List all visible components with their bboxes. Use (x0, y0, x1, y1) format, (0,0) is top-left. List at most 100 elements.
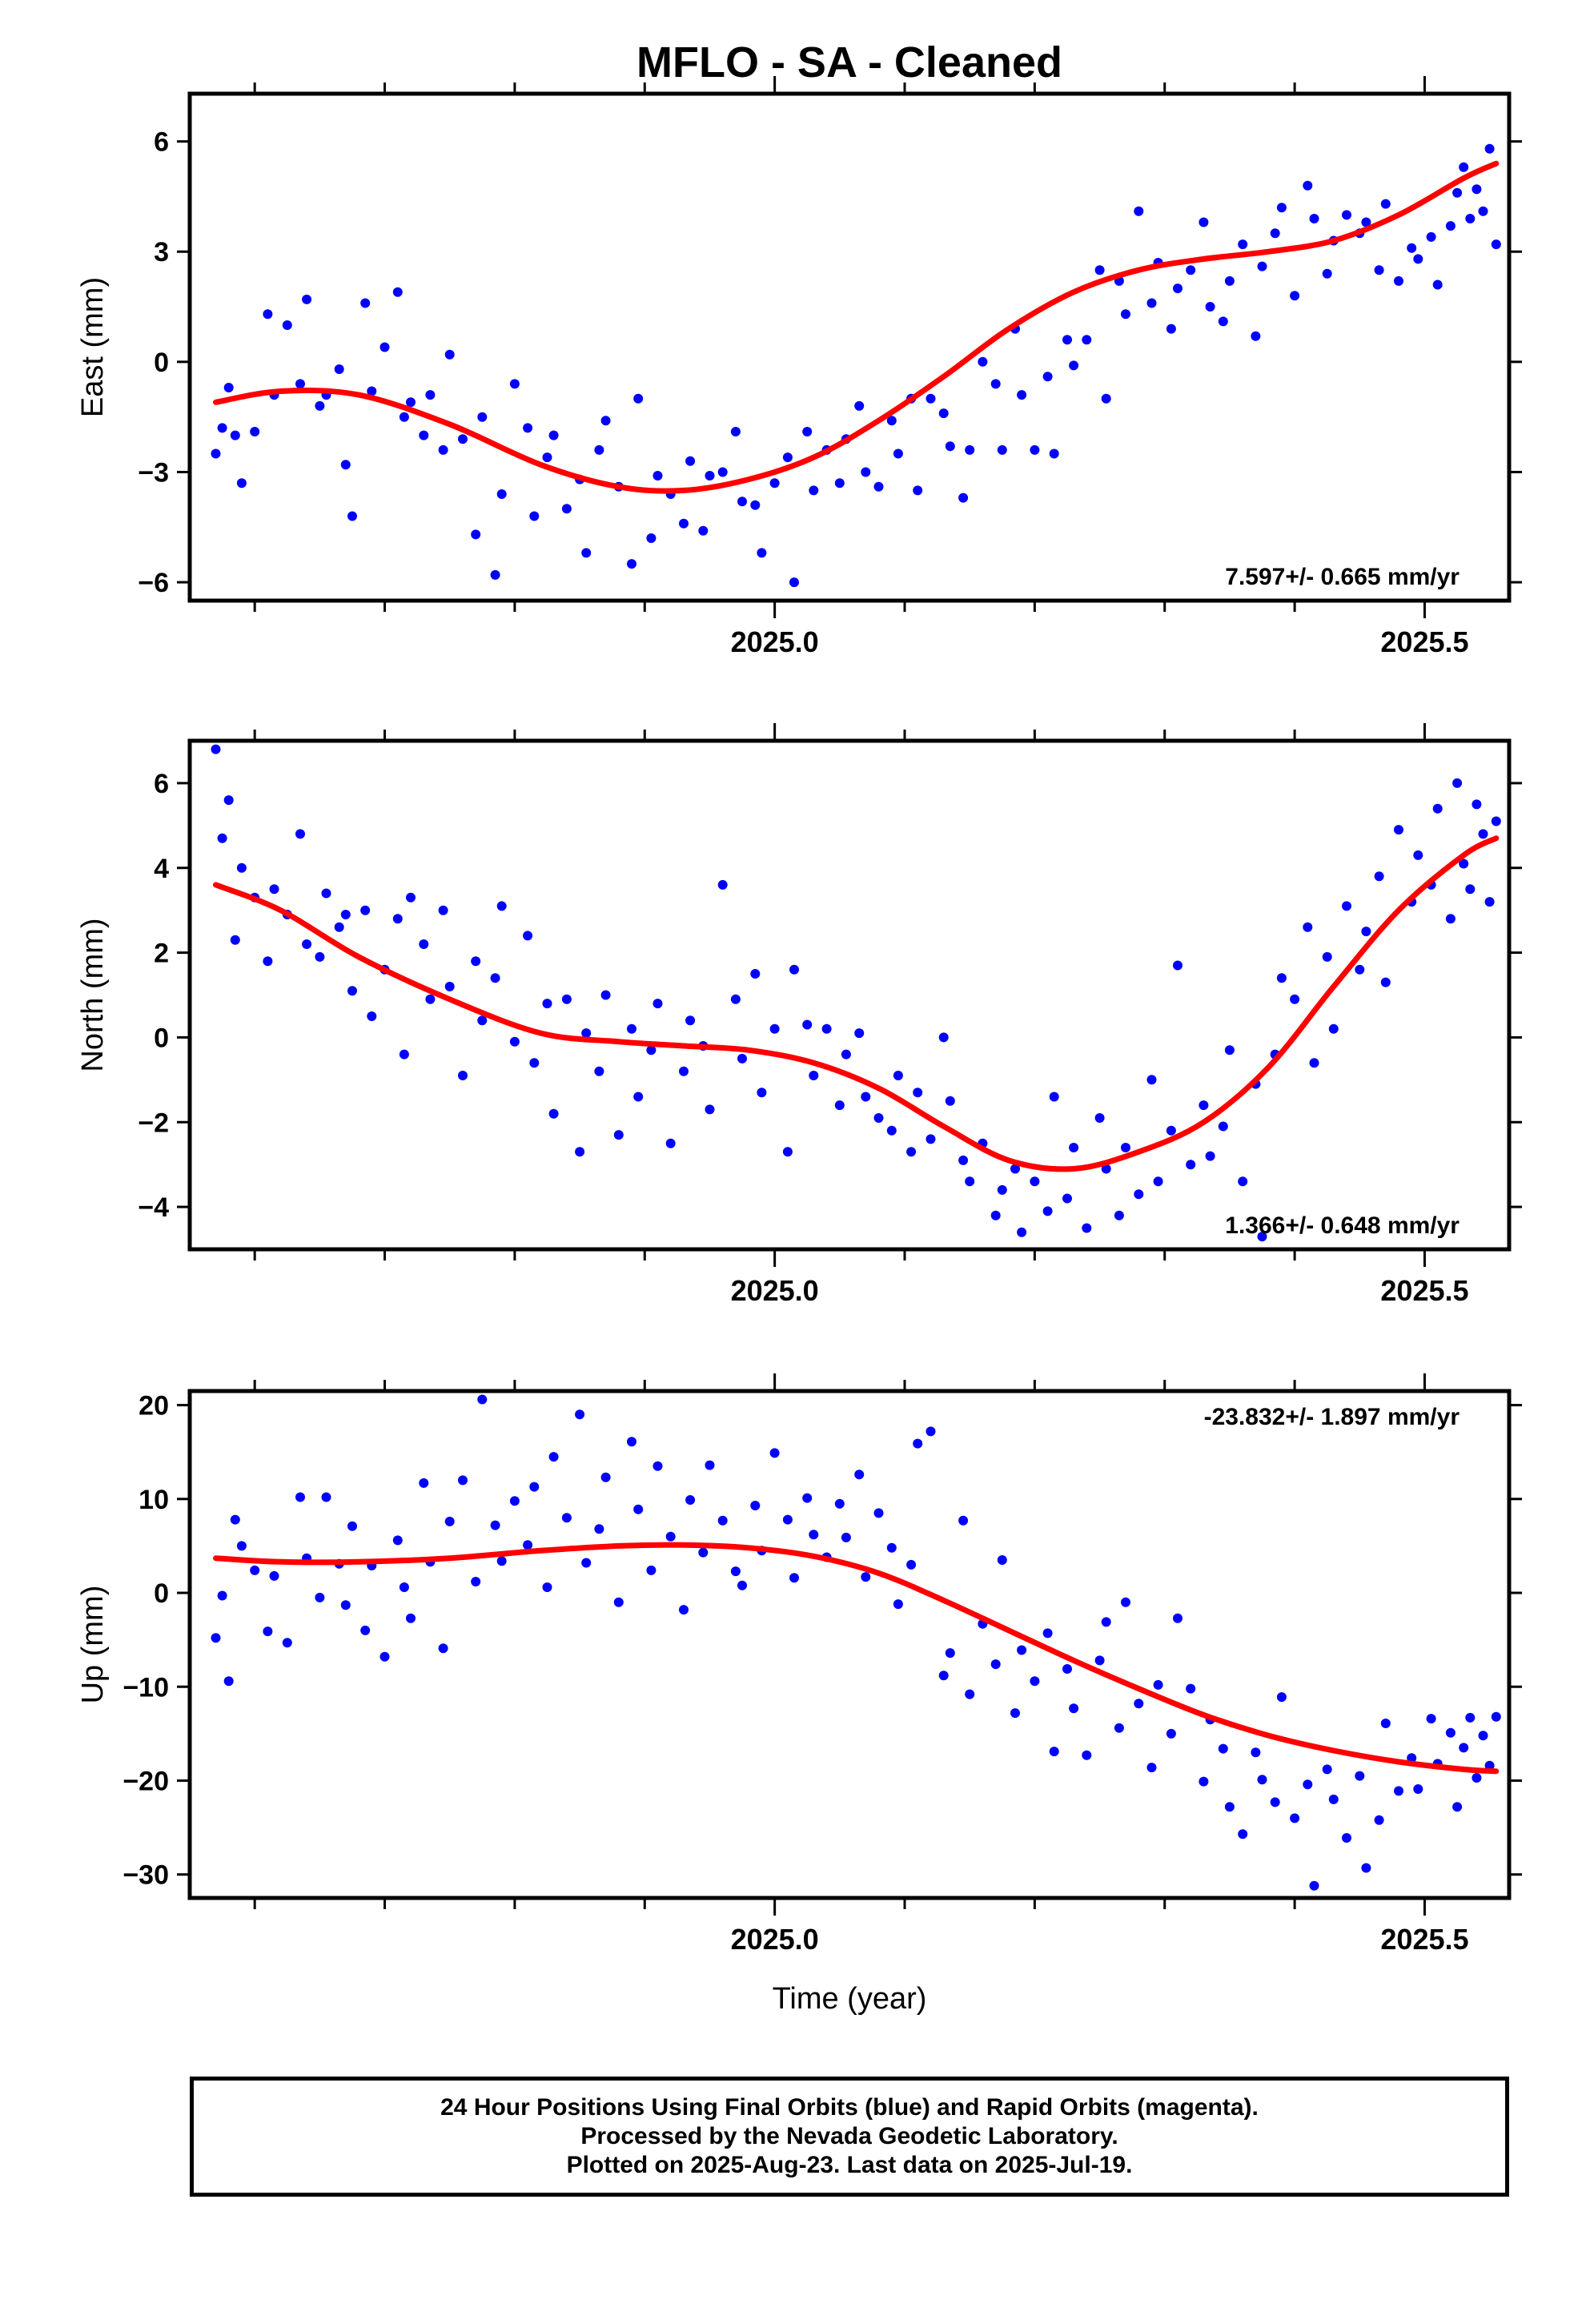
x-tick-label: 2025.0 (731, 625, 819, 658)
data-point (990, 1659, 1001, 1670)
data-point (302, 939, 312, 949)
data-point (1017, 390, 1027, 400)
data-point (315, 1592, 325, 1602)
data-point (1478, 829, 1488, 839)
y-tick-label: 0 (154, 1023, 169, 1053)
data-point (1166, 1125, 1176, 1136)
data-point (529, 511, 540, 521)
data-point (523, 423, 533, 433)
data-point (471, 529, 481, 540)
data-point (769, 478, 780, 489)
data-point (1322, 268, 1332, 279)
data-point (893, 1071, 903, 1080)
east-plot-frame (187, 91, 1512, 603)
data-point (575, 1409, 585, 1420)
data-point (1452, 187, 1463, 198)
data-point (1355, 964, 1365, 975)
data-point (458, 434, 468, 444)
data-point (1309, 1880, 1319, 1891)
data-point (594, 1524, 604, 1534)
data-point (263, 956, 273, 967)
data-point (217, 423, 227, 433)
data-point (750, 1501, 761, 1510)
data-point (737, 1053, 747, 1063)
data-point (379, 1651, 390, 1662)
data-point (958, 1155, 969, 1165)
data-point (1134, 206, 1144, 216)
data-point (652, 1461, 663, 1471)
data-point (665, 1531, 676, 1542)
footer-line-plotted: Plotted on 2025-Aug-23. Last data on 202… (566, 2152, 1133, 2178)
data-point (1238, 239, 1248, 250)
data-point (613, 1597, 624, 1607)
data-point (1030, 1676, 1040, 1687)
data-point (730, 427, 741, 436)
data-point (1173, 1613, 1182, 1623)
data-point (438, 905, 448, 915)
data-point (646, 1565, 656, 1575)
data-point (834, 1100, 845, 1111)
data-point (347, 1521, 357, 1531)
data-point (1303, 922, 1313, 932)
data-point (1465, 884, 1476, 895)
data-point (1276, 203, 1287, 213)
data-point (873, 1508, 884, 1518)
north-y-axis-label: North (mm) (76, 918, 110, 1072)
north-panel: −4 −2 0 2 4 6 2025.0 2025.5 North (mm) 1.366+/- 0… (76, 723, 1522, 1307)
data-point (230, 430, 240, 440)
data-point (1101, 1617, 1111, 1627)
data-point (990, 379, 1001, 389)
data-point (1491, 239, 1501, 250)
data-point (627, 1023, 636, 1034)
data-point (223, 795, 234, 806)
data-point (1049, 1747, 1059, 1757)
data-point (561, 1513, 572, 1523)
data-point (1134, 1699, 1144, 1709)
y-tick-label: −10 (122, 1672, 169, 1703)
footer-caption-box: 24 Hour Positions Using Final Orbits (bl… (190, 2077, 1509, 2197)
data-point (1257, 261, 1267, 271)
data-point (581, 548, 592, 558)
x-tick-label: 2025.0 (731, 1923, 819, 1956)
data-point (861, 467, 871, 477)
data-point (705, 471, 715, 480)
data-point (789, 577, 799, 588)
data-point (1374, 265, 1384, 275)
data-point (1276, 1692, 1287, 1703)
data-point (496, 1556, 507, 1566)
data-point (458, 1071, 468, 1080)
data-point (717, 1515, 728, 1526)
data-point (646, 533, 656, 543)
east-y-axis-label: East (mm) (76, 277, 110, 417)
data-point (893, 1599, 903, 1610)
data-point (861, 1572, 871, 1582)
data-point (315, 951, 325, 962)
data-point (523, 1540, 533, 1550)
data-point (809, 1071, 819, 1080)
data-point (419, 430, 429, 440)
data-point (542, 452, 552, 463)
data-point (1224, 1802, 1235, 1812)
y-tick-label: −20 (122, 1766, 169, 1796)
data-point (698, 1547, 709, 1558)
data-point (367, 386, 377, 396)
data-point (334, 922, 344, 932)
data-point (1166, 1728, 1176, 1739)
data-point (250, 1565, 260, 1575)
data-point (367, 1011, 377, 1021)
data-point (509, 1496, 520, 1506)
data-point (1205, 302, 1215, 312)
data-point (471, 1577, 481, 1586)
data-point (1270, 228, 1280, 239)
data-point (886, 1125, 897, 1136)
data-point (217, 1590, 227, 1601)
data-point (315, 400, 325, 411)
data-point (1186, 265, 1196, 275)
data-point (477, 1015, 488, 1026)
data-point (802, 1493, 813, 1503)
data-point (679, 518, 689, 529)
data-point (1049, 448, 1059, 459)
y-tick-label: 6 (154, 769, 169, 799)
data-point (1394, 275, 1403, 286)
